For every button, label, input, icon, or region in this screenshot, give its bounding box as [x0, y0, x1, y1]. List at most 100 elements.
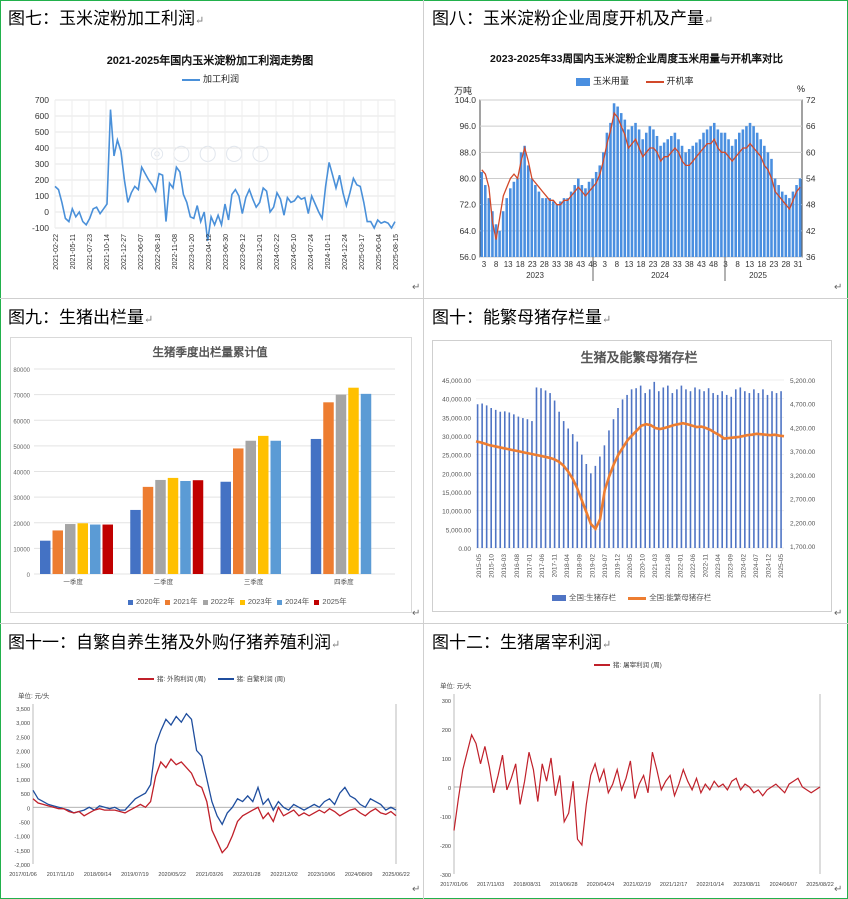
x-tick-label: 2019/07/19 — [121, 872, 149, 878]
x-tick-label: 2018-09 — [577, 554, 584, 578]
x-tick-label: 2017-01 — [526, 554, 533, 578]
y-tick-label: 0 — [44, 207, 49, 217]
x-tick-label: 2024-12 — [765, 554, 772, 578]
bar-corn-usage — [748, 122, 752, 257]
bar-hog-inventory — [744, 391, 746, 548]
bar-2024年 — [270, 440, 281, 574]
x-tick-label: 2017/01/06 — [440, 882, 468, 888]
x-tick-label: 2024-10-11 — [325, 234, 332, 269]
bar-corn-usage — [619, 113, 623, 257]
bar-corn-usage — [791, 191, 795, 257]
y-tick-label: 200 — [35, 175, 49, 185]
y-tick-label: 1,000 — [16, 778, 30, 784]
bar-hog-inventory — [730, 396, 733, 548]
x-tick-label: 2019/06/28 — [550, 882, 578, 888]
bar-corn-usage — [559, 201, 562, 257]
bar-corn-usage — [698, 139, 702, 257]
bar-corn-usage — [480, 171, 483, 257]
y-tick-label: 70000 — [13, 394, 30, 400]
x-tick-label: 2022/12/02 — [270, 872, 298, 878]
bar-corn-usage — [738, 132, 741, 257]
bar-corn-usage — [483, 185, 487, 257]
chart-title: 2023-2025年33周国内玉米淀粉企业周度玉米用量与开机率对比 — [490, 53, 783, 65]
bar-hog-inventory — [599, 456, 601, 548]
bar-hog-inventory — [540, 388, 542, 548]
bar-corn-usage — [745, 126, 748, 258]
bar-hog-inventory — [757, 393, 760, 548]
bar-hog-inventory — [667, 385, 669, 548]
y-tick-label-right: 60 — [806, 147, 816, 157]
bar-corn-usage — [795, 185, 798, 257]
bar-2020年 — [310, 438, 322, 574]
bar-corn-usage — [587, 181, 591, 257]
chart-legend: 玉米用量 开机率 — [576, 74, 694, 87]
x-tick-label: 13 — [504, 260, 513, 269]
bar-hog-inventory — [753, 389, 755, 548]
y-tick-label: 3,000 — [16, 721, 30, 727]
bar-corn-usage — [780, 191, 784, 257]
bar-corn-usage — [505, 198, 509, 257]
bar-hog-inventory — [734, 389, 737, 548]
bar-2021年 — [142, 486, 154, 574]
y-tick-label: 30000 — [13, 496, 30, 502]
bar-corn-usage — [634, 122, 637, 257]
legend-swatch-slaughter — [594, 664, 610, 667]
left-axis-unit: 万吨 — [454, 86, 473, 96]
bar-corn-usage — [763, 145, 766, 257]
series-line-self-breeding — [32, 712, 397, 826]
bar-corn-usage — [594, 171, 598, 257]
legend-label-usage: 玉米用量 — [593, 76, 630, 86]
panel-heading: 图十二：生猪屠宰利润↵ — [432, 633, 612, 653]
x-tick-label: 23 — [649, 260, 658, 269]
bar-hog-inventory — [553, 400, 556, 548]
x-tick-label: 2024/08/09 — [345, 872, 373, 878]
bar-corn-usage — [548, 198, 551, 257]
bar-corn-usage — [770, 158, 773, 257]
bar-corn-usage — [727, 139, 730, 257]
bar-hog-inventory — [748, 393, 751, 548]
y-tick-label: 2,000 — [16, 750, 30, 756]
bar-hog-inventory — [775, 393, 778, 548]
y-tick-label: 80000 — [13, 368, 30, 374]
bar-corn-usage — [723, 132, 727, 257]
bar-hog-inventory — [576, 441, 579, 548]
chart-corn-usage-vs-rate: 104.096.088.080.072.064.056.072666054484… — [455, 95, 816, 281]
legend-label: 加工利润 — [203, 74, 240, 84]
bar-2022年 — [245, 440, 256, 574]
x-tick-label: 23 — [528, 260, 537, 269]
bar-corn-usage — [691, 145, 695, 257]
bar-hog-inventory — [689, 391, 692, 548]
return-mark: ↵ — [834, 608, 843, 619]
panel-corn-starch-operating: 图八：玉米淀粉企业周度开机及产量↵ 2023-2025年33周国内玉米淀粉企业周… — [424, 0, 848, 298]
bar-corn-usage — [512, 181, 516, 257]
x-tick-label: 28 — [540, 260, 549, 269]
bar-hog-inventory — [626, 394, 628, 548]
x-tick-label: 2018-04 — [564, 554, 571, 578]
bar-corn-usage — [487, 198, 491, 257]
bar-corn-usage — [662, 142, 666, 257]
x-tick-label: 2020/05/22 — [158, 872, 186, 878]
y-tick-label-left: 88.0 — [459, 147, 476, 157]
x-tick-label: 38 — [685, 260, 694, 269]
panel-slaughter-profit: 图十二：生猪屠宰利润↵ 猪: 屠宰利润 (周) 单位: 元/头 300 200 10… — [424, 624, 848, 899]
bar-corn-usage — [677, 139, 680, 257]
bar-corn-usage — [541, 198, 544, 257]
y-tick-label-left: 96.0 — [459, 121, 476, 131]
right-axis-unit: % — [797, 84, 806, 94]
x-category-label: 二季度 — [154, 577, 174, 586]
bar-hog-inventory — [621, 399, 624, 548]
y-tick-label: -200 — [440, 844, 451, 850]
x-tick-label: 2023-06-30 — [223, 234, 230, 270]
bar-2022年 — [155, 479, 166, 574]
bar-2022年 — [65, 524, 76, 574]
bar-corn-usage — [755, 132, 759, 257]
x-tick-label: 2022-06-07 — [138, 234, 145, 270]
y-tick-label-right: 5,200.00 — [790, 378, 816, 385]
chart-breeding-profit: 3,500 3,000 2,500 2,000 1,500 1,000 500 0 -500 -1… — [9, 704, 410, 878]
x-tick-label: 2025-03-17 — [359, 234, 366, 270]
bar-hog-inventory — [531, 421, 533, 548]
bar-hog-inventory — [662, 387, 665, 548]
y-tick-label-left: 56.0 — [459, 252, 476, 262]
x-tick-label: 3 — [482, 260, 487, 269]
panel-hog-slaughter-volume: 图九：生猪出栏量↵ 生猪季度出栏量累计值 2020年 2021年 2022年 2… — [0, 299, 423, 623]
